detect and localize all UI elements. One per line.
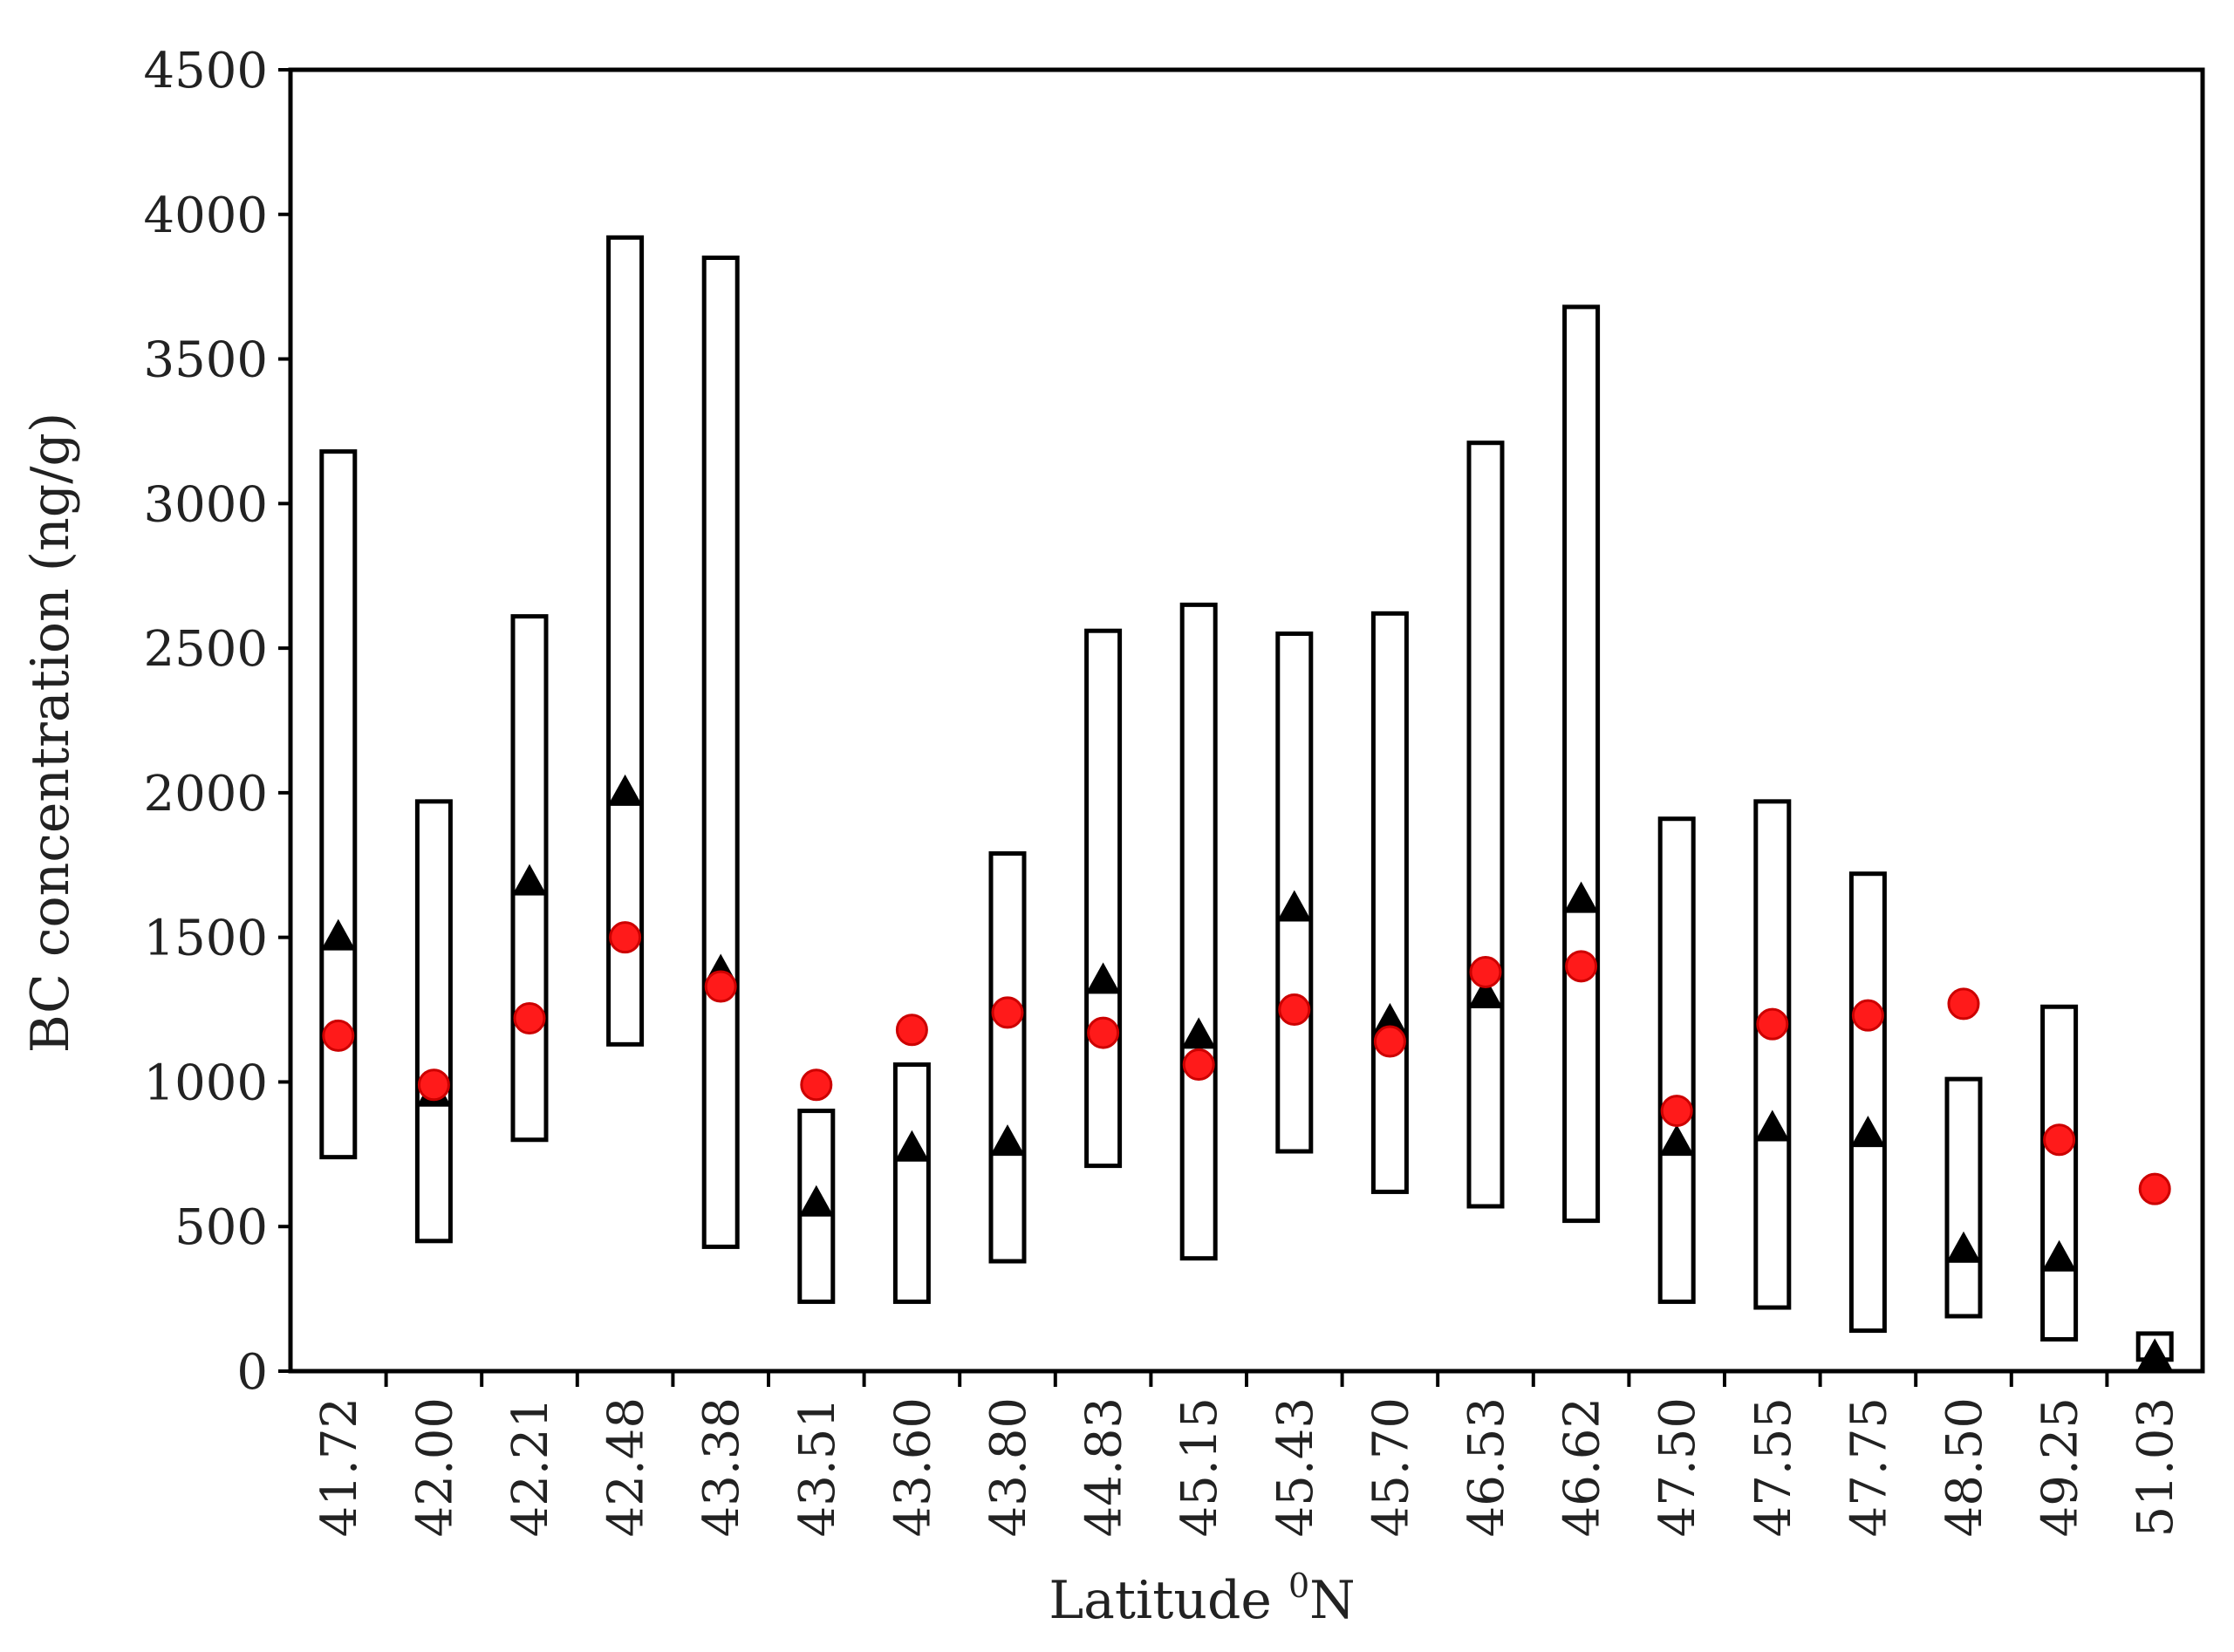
triangle-marker xyxy=(1563,881,1599,913)
triangle-marker xyxy=(1276,890,1312,922)
x-tick-label: 49.25 xyxy=(2032,1397,2089,1537)
circle-marker xyxy=(513,1002,546,1035)
range-box xyxy=(2040,1004,2079,1342)
circle-marker xyxy=(1278,993,1311,1027)
plot-frame xyxy=(288,67,2205,1374)
y-tick-label: 500 xyxy=(174,1199,268,1256)
triangle-marker xyxy=(607,774,643,806)
y-tick-label: 1000 xyxy=(143,1055,268,1111)
y-axis-title: BC concentration (ng/g) xyxy=(20,413,81,1054)
y-tick-label: 2000 xyxy=(143,766,268,823)
circle-marker xyxy=(991,996,1024,1029)
y-tick-label: 1500 xyxy=(143,911,268,967)
triangle-marker xyxy=(1372,1002,1408,1034)
y-tick-label: 3500 xyxy=(143,332,268,389)
circle-marker xyxy=(1182,1048,1215,1082)
range-box xyxy=(606,235,645,1047)
y-tick-label: 2500 xyxy=(143,621,268,678)
x-tick-label: 45.15 xyxy=(1172,1397,1228,1537)
x-tick-label: 45.43 xyxy=(1267,1397,1324,1537)
circle-marker xyxy=(704,970,737,1003)
range-box xyxy=(414,799,453,1244)
circle-marker xyxy=(895,1014,928,1047)
circle-marker xyxy=(1660,1095,1693,1128)
x-tick-label: 51.03 xyxy=(2128,1397,2184,1537)
range-box xyxy=(701,256,740,1249)
triangle-marker xyxy=(2041,1239,2077,1272)
triangle-marker xyxy=(320,918,356,951)
x-tick-label: 47.55 xyxy=(1746,1397,1802,1537)
x-tick-label: 45.70 xyxy=(1363,1397,1419,1537)
triangle-marker xyxy=(1085,962,1121,994)
range-box xyxy=(1562,304,1601,1224)
triangle-marker xyxy=(1468,976,1503,1008)
triangle-marker xyxy=(1754,1109,1790,1142)
circle-marker xyxy=(1469,955,1502,988)
range-box xyxy=(1466,440,1505,1209)
x-tick-label: 47.50 xyxy=(1650,1397,1706,1537)
x-tick-label: 46.53 xyxy=(1459,1397,1515,1537)
circle-marker xyxy=(417,1068,450,1102)
triangle-marker xyxy=(512,864,547,896)
x-tick-label: 43.38 xyxy=(693,1397,750,1537)
x-tick-label: 48.50 xyxy=(1937,1397,1993,1537)
triangle-marker xyxy=(1850,1116,1886,1148)
x-tick-label: 43.60 xyxy=(885,1397,941,1537)
y-tick-label: 4000 xyxy=(143,188,268,244)
range-box xyxy=(892,1062,931,1304)
triangle-marker xyxy=(1659,1124,1695,1157)
circle-marker xyxy=(2138,1172,2171,1205)
range-box xyxy=(1370,611,1409,1194)
circle-marker xyxy=(1373,1025,1406,1058)
y-tick-label: 3000 xyxy=(143,476,268,533)
circle-marker xyxy=(2043,1123,2076,1157)
range-box xyxy=(1084,628,1123,1169)
x-tick-label: 47.75 xyxy=(1841,1397,1897,1537)
triangle-marker xyxy=(894,1130,930,1162)
x-axis-title-unit: N xyxy=(1309,1570,1356,1631)
range-box xyxy=(988,851,1027,1264)
range-box xyxy=(1848,871,1887,1334)
plot-area: 0 500 1000 1500 2000 2500 3000 3500 4000 4500 41.7… xyxy=(143,43,2205,1537)
x-tick-label: 44.83 xyxy=(1076,1397,1133,1537)
triangle-marker xyxy=(2137,1338,2173,1370)
circle-marker xyxy=(322,1019,355,1052)
circle-marker xyxy=(609,921,642,954)
circle-marker xyxy=(1565,950,1598,983)
x-axis-title: Latitude 0N xyxy=(1049,1567,1355,1631)
circle-marker xyxy=(1947,987,1980,1021)
y-tick-label: 4500 xyxy=(143,43,268,99)
x-tick-label: 41.72 xyxy=(311,1397,368,1537)
x-tick-label: 46.62 xyxy=(1554,1397,1611,1537)
triangle-marker xyxy=(1181,1017,1217,1049)
circle-marker xyxy=(1756,1007,1789,1041)
x-axis-title-main: Latitude xyxy=(1049,1570,1288,1631)
x-tick-label: 43.80 xyxy=(980,1397,1037,1537)
x-tick-label: 42.00 xyxy=(406,1397,463,1537)
range-box xyxy=(1179,602,1218,1261)
x-tick-label: 42.48 xyxy=(598,1397,655,1537)
x-axis-title-superscript: 0 xyxy=(1288,1567,1309,1605)
circle-marker xyxy=(800,1068,833,1102)
range-box xyxy=(1944,1076,1983,1319)
range-box xyxy=(1753,799,1792,1310)
x-tick-label: 42.21 xyxy=(502,1397,559,1537)
triangle-marker xyxy=(1946,1231,1981,1263)
triangle-marker xyxy=(990,1124,1025,1157)
triangle-marker xyxy=(798,1184,834,1217)
y-tick-label: 0 xyxy=(236,1344,268,1401)
circle-marker xyxy=(1087,1016,1120,1049)
range-box xyxy=(1657,816,1696,1304)
circle-marker xyxy=(1851,999,1884,1032)
x-tick-label: 43.51 xyxy=(789,1397,846,1537)
